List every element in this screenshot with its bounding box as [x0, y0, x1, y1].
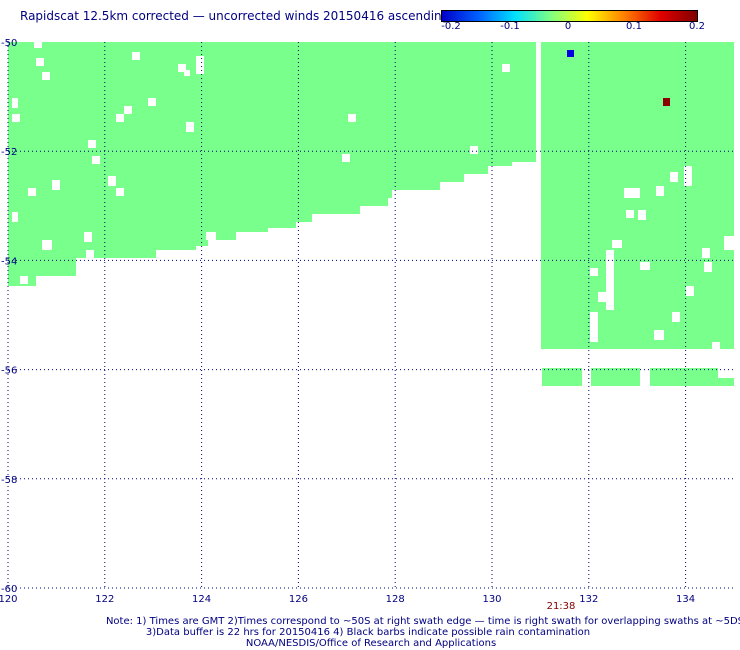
data-gap-pixel — [702, 248, 710, 258]
data-gap-pixel — [132, 52, 140, 60]
note-line-2: 3)Data buffer is 22 hrs for 20150416 4) … — [145, 627, 591, 638]
colorbar-tick-label: -0.2 — [441, 21, 461, 32]
data-gap-pixel — [34, 42, 42, 48]
axes: 120 122 124 126 128 130 132 134 -50 -52 -54 -56 -58 -… — [0, 38, 695, 605]
lat-tick-label: -54 — [1, 256, 17, 267]
data-gap-pixel — [684, 166, 692, 186]
data-gap-pixel — [640, 362, 650, 386]
lon-tick-label: 130 — [482, 594, 501, 605]
colorbar — [441, 10, 698, 22]
data-gap-pixel — [42, 240, 52, 250]
data-gap-pixel — [712, 342, 720, 350]
data-gap-pixel — [342, 154, 350, 162]
lon-tick-label: 120 — [0, 594, 18, 605]
lat-tick-label: -60 — [1, 584, 17, 595]
lon-tick-label: 122 — [95, 594, 114, 605]
data-gap-pixel — [470, 146, 478, 154]
positive-difference-pixel — [663, 98, 670, 106]
data-gap-pixel — [542, 350, 734, 368]
data-gap-pixel — [718, 362, 734, 378]
data-gap-pixel — [640, 262, 650, 270]
data-gap-pixel — [92, 156, 100, 164]
lon-tick-label: 124 — [192, 594, 211, 605]
data-gap-pixel — [12, 212, 18, 222]
data-gap-pixel — [670, 172, 678, 182]
lat-lon-grid — [7, 42, 734, 589]
data-gap-pixel — [52, 180, 60, 190]
data-gap-pixel — [148, 98, 156, 106]
note-line-1: Note: 1) Times are GMT 2)Times correspon… — [105, 616, 740, 627]
map-title: Rapidscat 12.5km corrected — uncorrected… — [20, 9, 450, 23]
data-gap-pixel — [86, 250, 94, 258]
note-line-3: NOAA/NESDIS/Office of Research and Appli… — [245, 638, 497, 649]
colorbar-tick-label: 0.2 — [689, 21, 705, 32]
data-gap-pixel — [672, 312, 680, 322]
data-gap-pixel — [36, 58, 44, 66]
data-gap-pixel — [624, 188, 640, 198]
data-gap-pixel — [28, 188, 36, 196]
data-gap-pixel — [88, 140, 96, 148]
swath-left — [8, 42, 536, 286]
data-gap-pixel — [654, 330, 664, 340]
data-gap-pixel — [686, 286, 694, 296]
lon-tick-label: 132 — [579, 594, 598, 605]
data-gap-pixel — [178, 64, 186, 72]
data-gap-pixel — [598, 292, 606, 302]
data-gap-pixel — [582, 368, 591, 386]
colorbar-tick-label: 0 — [564, 21, 572, 32]
data-gap-pixel — [108, 176, 116, 186]
colorbar-tick-label: -0.1 — [500, 21, 520, 32]
lon-tick-label: 126 — [289, 594, 308, 605]
data-gap-pixel — [196, 56, 204, 74]
data-gap-pixel — [84, 232, 92, 242]
data-gap-pixel — [124, 106, 132, 114]
data-gap-pixel — [590, 312, 598, 342]
data-gap-pixel — [724, 236, 734, 250]
data-gap-pixel — [42, 72, 50, 80]
lon-tick-label: 128 — [386, 594, 405, 605]
data-gap-pixel — [704, 262, 712, 272]
swath-right — [541, 42, 734, 386]
data-gap-pixel — [612, 240, 622, 248]
data-gap-pixel — [206, 232, 216, 240]
lon-tick-label: 134 — [676, 594, 695, 605]
lat-tick-label: -58 — [1, 475, 17, 486]
lat-tick-label: -50 — [1, 38, 17, 49]
data-gap-pixel — [12, 114, 20, 122]
data-gap-pixel — [116, 114, 124, 122]
data-gap-pixel — [590, 268, 598, 276]
colorbar-tick-label: 0.1 — [626, 21, 642, 32]
data-gap-pixel — [116, 188, 124, 196]
data-gap-pixel — [638, 210, 646, 220]
data-gap-pixel — [502, 64, 510, 72]
data-gaps — [12, 42, 734, 386]
data-gap-pixel — [624, 356, 632, 368]
data-gap-pixel — [606, 250, 614, 310]
data-gap-pixel — [348, 114, 356, 122]
negative-difference-pixel — [567, 50, 574, 57]
data-gap-pixel — [186, 122, 194, 132]
lat-tick-label: -52 — [1, 147, 17, 158]
data-gap-pixel — [656, 186, 664, 196]
swath-time-label: 21:38 — [547, 601, 576, 612]
data-gap-pixel — [12, 98, 18, 108]
lat-tick-label: -56 — [1, 366, 17, 377]
data-gap-pixel — [20, 276, 28, 284]
data-gap-pixel — [626, 210, 634, 218]
data-gap-pixel — [184, 70, 190, 76]
data-gap-pixel — [602, 356, 610, 368]
